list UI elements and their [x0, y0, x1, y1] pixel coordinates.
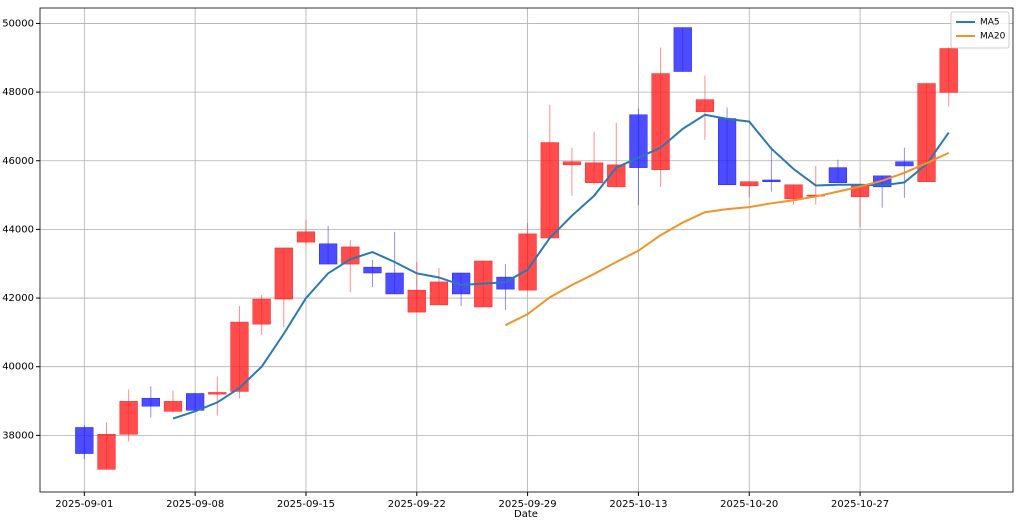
- candle-body: [252, 298, 271, 325]
- candle-body: [607, 164, 626, 188]
- candle-body: [296, 231, 316, 243]
- candle-body: [208, 392, 227, 395]
- x-tick-label: 2025-09-08: [166, 499, 224, 510]
- x-tick-label: 2025-09-22: [388, 499, 446, 510]
- candle-body: [540, 142, 559, 239]
- y-tick-label: 40000: [2, 362, 34, 373]
- y-tick-label: 42000: [2, 293, 34, 304]
- legend-label: MA20: [980, 32, 1006, 42]
- candle-body: [717, 118, 737, 186]
- candle-body: [97, 434, 116, 470]
- candle-body: [119, 401, 138, 435]
- legend-label: MA5: [980, 18, 1000, 28]
- candle-body: [230, 321, 249, 392]
- candle-body: [629, 114, 648, 168]
- candle-body: [75, 427, 94, 454]
- y-tick-label: 46000: [2, 156, 34, 167]
- candle-body: [673, 27, 692, 72]
- candle-body: [518, 233, 537, 291]
- y-tick-label: 50000: [2, 18, 34, 29]
- y-tick-label: 38000: [2, 430, 34, 441]
- candle-body: [429, 281, 449, 306]
- x-tick-label: 2025-10-13: [609, 499, 667, 510]
- y-tick-label: 44000: [2, 224, 34, 235]
- ma-line: [172, 113, 950, 420]
- x-tick-label: 2025-10-20: [720, 499, 778, 510]
- x-tick-label: 2025-09-01: [55, 499, 113, 510]
- candle-body: [895, 161, 914, 167]
- candle-body: [584, 162, 604, 183]
- x-tick-label: 2025-10-27: [831, 499, 889, 510]
- candle-body: [784, 184, 803, 200]
- candle-body: [341, 246, 360, 265]
- candle-body: [917, 83, 936, 182]
- candle-body: [407, 289, 426, 313]
- candle-body: [651, 73, 670, 170]
- x-axis-label: Date: [514, 509, 538, 520]
- candle-body: [828, 167, 848, 183]
- plot-frame: [39, 7, 1014, 493]
- candle-body: [740, 181, 759, 187]
- candle-body: [363, 266, 382, 274]
- y-tick-label: 48000: [2, 87, 34, 98]
- ma-line: [504, 151, 950, 327]
- candle-body: [939, 48, 958, 93]
- candle-body: [762, 179, 781, 182]
- candle-body: [319, 243, 338, 265]
- candle-body: [141, 398, 160, 407]
- candle-body: [274, 247, 293, 300]
- x-tick-label: 2025-09-15: [277, 499, 335, 510]
- candle-body: [385, 272, 404, 295]
- candle-body: [695, 99, 715, 112]
- x-tick-label: 2025-09-29: [499, 499, 557, 510]
- candle-body: [163, 401, 183, 412]
- candle-body: [562, 161, 582, 166]
